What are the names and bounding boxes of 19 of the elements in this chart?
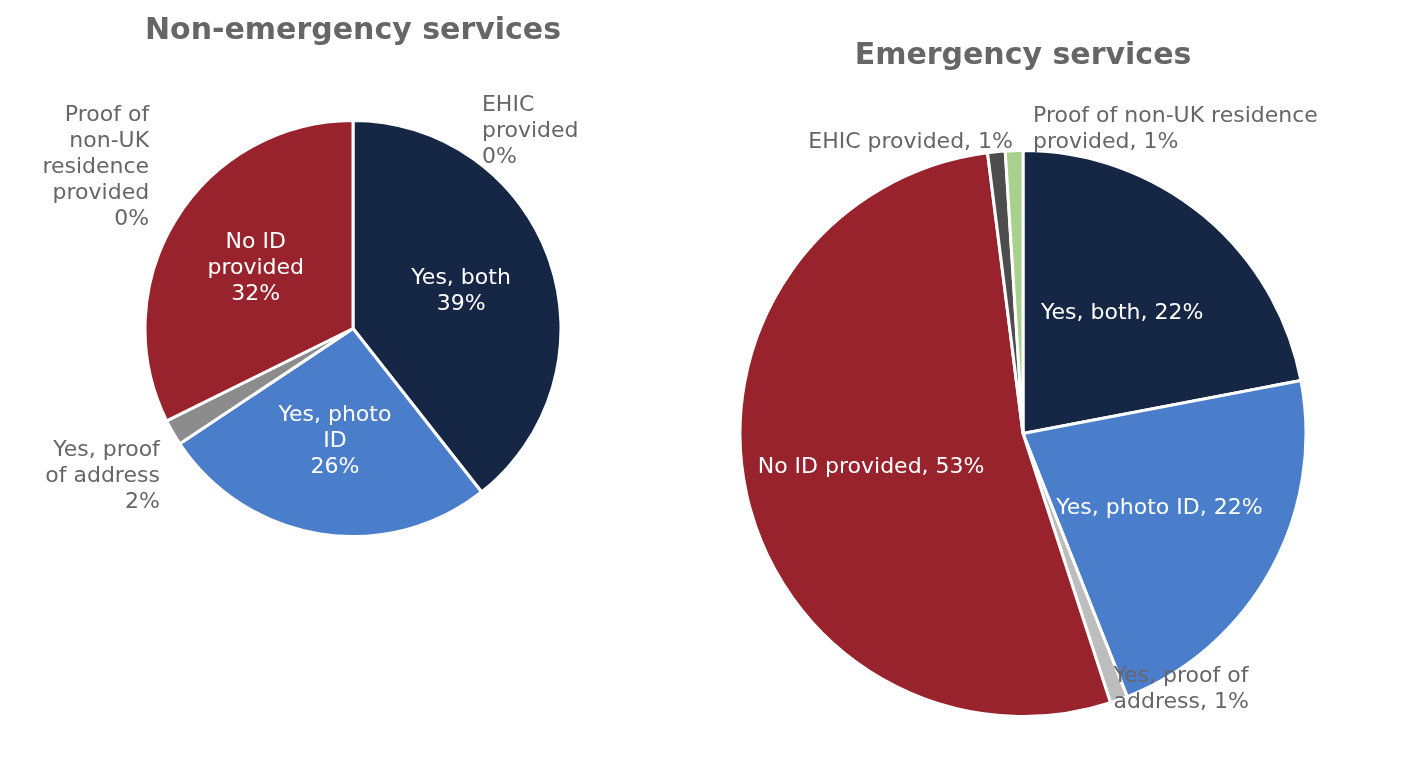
text: 0% — [481, 143, 517, 169]
chart-title: Emergency services — [854, 35, 1192, 71]
text: 0% — [114, 205, 150, 231]
slice-label: Yes, both — [410, 263, 511, 289]
data-label: 2% — [124, 487, 160, 513]
slice-label: Yes, photo ID, 22% — [1055, 494, 1263, 520]
data-label: 39% — [436, 289, 486, 315]
category-label: Proof of non-UK residence provided — [42, 101, 150, 205]
slice-label: EHIC provided, 1% — [808, 128, 1013, 154]
slice-label: Yes, both, 22% — [1040, 299, 1204, 325]
slice-label: No ID provided — [207, 227, 305, 279]
slice-label: Proof of non-UK residence provided, 1% — [1033, 102, 1318, 154]
slice-label: Yes, photo ID — [277, 401, 392, 453]
data-label: 26% — [310, 453, 360, 479]
data-label: 32% — [231, 279, 281, 305]
chart-title: Non-emergency services — [144, 10, 562, 46]
slice-label: No ID provided, 53% — [757, 453, 985, 479]
category-label: EHIC provided — [481, 91, 579, 143]
slice-label: Yes, proof of address — [45, 435, 162, 487]
